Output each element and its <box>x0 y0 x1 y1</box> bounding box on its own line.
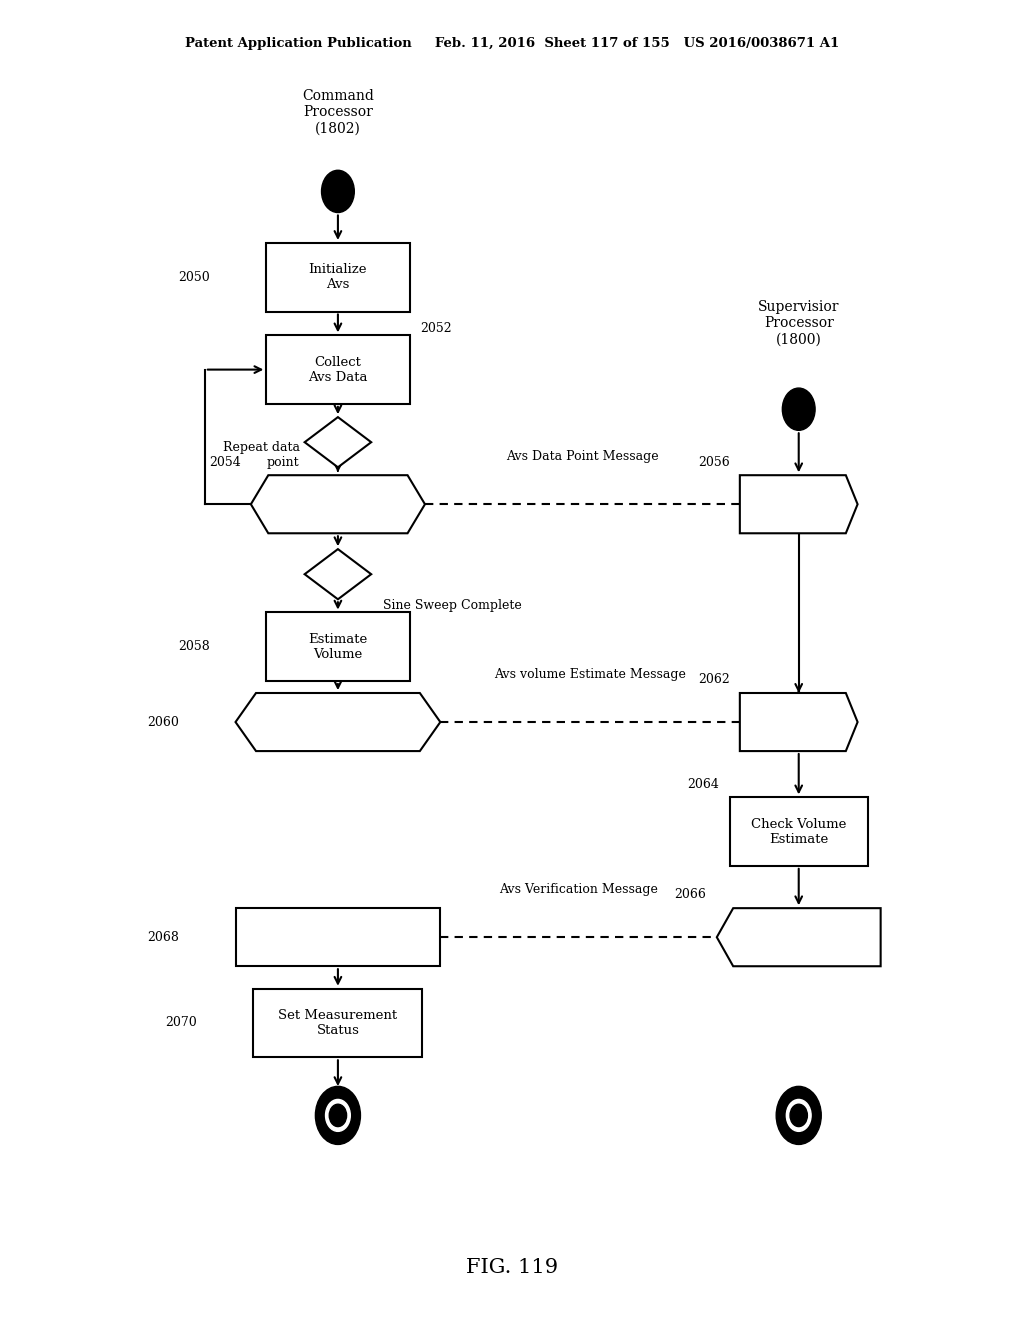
Text: 2060: 2060 <box>147 715 179 729</box>
Text: Avs Verification Message: Avs Verification Message <box>499 883 658 896</box>
Circle shape <box>326 1100 350 1131</box>
Text: Collect
Avs Data: Collect Avs Data <box>308 355 368 384</box>
Bar <box>236 908 440 966</box>
Text: Sine Sweep Complete: Sine Sweep Complete <box>384 599 522 612</box>
Text: Initialize
Avs: Initialize Avs <box>308 263 368 292</box>
Text: Check Volume
Estimate: Check Volume Estimate <box>751 817 847 846</box>
Polygon shape <box>717 908 881 966</box>
Text: Avs volume Estimate Message: Avs volume Estimate Message <box>495 668 686 681</box>
Circle shape <box>776 1086 821 1144</box>
Bar <box>254 989 422 1057</box>
Text: FIG. 119: FIG. 119 <box>466 1258 558 1276</box>
Polygon shape <box>251 475 425 533</box>
Text: Patent Application Publication     Feb. 11, 2016  Sheet 117 of 155   US 2016/003: Patent Application Publication Feb. 11, … <box>185 37 839 50</box>
Text: Estimate
Volume: Estimate Volume <box>308 632 368 661</box>
Text: 2050: 2050 <box>178 271 210 284</box>
Text: 2058: 2058 <box>178 640 210 653</box>
Bar <box>266 335 410 404</box>
Text: 2064: 2064 <box>687 777 719 791</box>
Text: Set Measurement
Status: Set Measurement Status <box>279 1008 397 1038</box>
Text: 2066: 2066 <box>675 888 707 902</box>
Bar <box>266 243 410 312</box>
Text: Avs Data Point Message: Avs Data Point Message <box>506 450 658 463</box>
Text: 2070: 2070 <box>165 1016 197 1030</box>
Polygon shape <box>236 693 440 751</box>
Circle shape <box>330 1105 346 1126</box>
Text: Command
Processor
(1802): Command Processor (1802) <box>302 88 374 136</box>
Polygon shape <box>305 417 372 467</box>
Text: 2068: 2068 <box>147 931 179 944</box>
Text: 2054: 2054 <box>209 455 241 469</box>
Bar <box>729 797 868 866</box>
Circle shape <box>782 388 815 430</box>
Circle shape <box>315 1086 360 1144</box>
Polygon shape <box>305 549 372 599</box>
Polygon shape <box>739 475 858 533</box>
Text: Repeat data
point: Repeat data point <box>222 441 299 470</box>
Circle shape <box>786 1100 811 1131</box>
Polygon shape <box>739 693 858 751</box>
Text: 2062: 2062 <box>697 673 729 686</box>
Text: 2052: 2052 <box>420 322 452 335</box>
Text: 2056: 2056 <box>697 455 729 469</box>
Circle shape <box>322 170 354 213</box>
Circle shape <box>791 1105 807 1126</box>
Text: Supervisior
Processor
(1800): Supervisior Processor (1800) <box>758 300 840 347</box>
Bar <box>266 612 410 681</box>
